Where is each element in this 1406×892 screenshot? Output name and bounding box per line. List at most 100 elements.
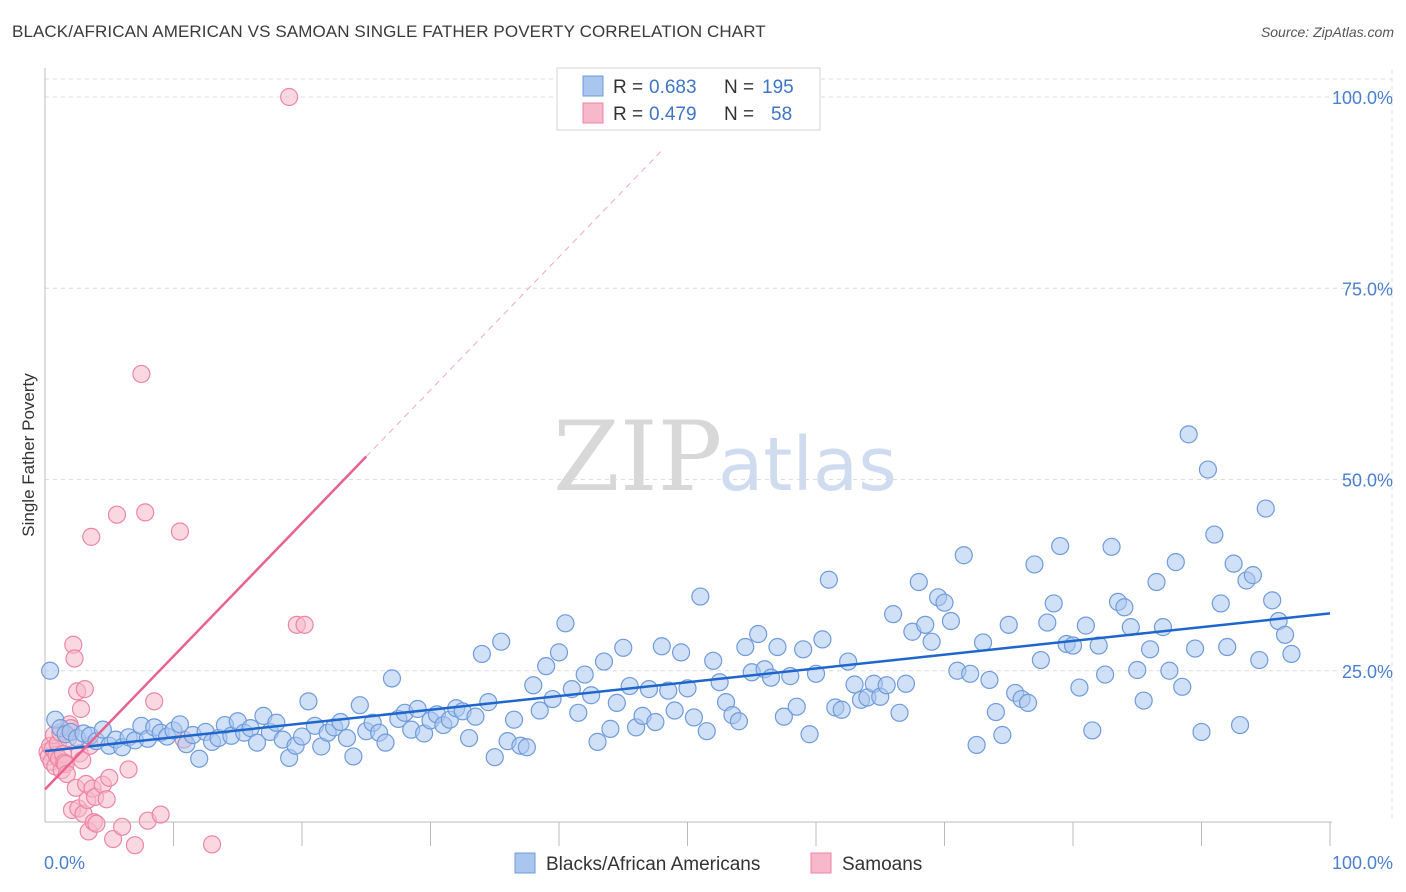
black-point	[543, 689, 562, 709]
legend-n-value-pink: 58	[771, 104, 792, 125]
black-point	[382, 669, 402, 688]
watermark-zip: ZIP	[553, 401, 722, 513]
black-point	[1140, 640, 1160, 659]
black-point	[1218, 637, 1237, 657]
black-point	[299, 692, 318, 711]
legend-n-label-pink: N =	[724, 104, 754, 125]
black-point	[710, 673, 729, 692]
black-point	[1160, 661, 1179, 680]
black-point	[575, 665, 594, 684]
bottom-legend-swatch-blue	[514, 852, 536, 874]
samoan-point	[71, 699, 91, 719]
black-point	[601, 719, 620, 738]
black-point	[569, 703, 588, 722]
bottom-legend-label-blue: Blacks/African Americans	[546, 854, 760, 875]
black-point	[671, 643, 691, 662]
black-point	[337, 728, 357, 748]
samoan-point	[132, 364, 151, 384]
black-point	[652, 637, 671, 656]
legend-r-label-blue: R =	[613, 77, 643, 98]
samoan-point	[65, 649, 84, 668]
black-point	[999, 615, 1018, 634]
black-point	[1031, 650, 1050, 670]
black-point	[768, 637, 787, 657]
black-point	[832, 700, 851, 719]
samoan-point	[280, 87, 299, 107]
black-point	[736, 637, 755, 657]
black-point	[877, 676, 896, 695]
black-point	[331, 712, 350, 732]
legend-n-label-blue: N =	[724, 77, 754, 98]
black-point	[524, 676, 543, 695]
black-point	[1211, 594, 1230, 613]
samoan-point	[151, 805, 170, 824]
legend-swatch-blue	[582, 75, 604, 97]
black-point	[1018, 693, 1038, 712]
black-point	[1044, 594, 1063, 613]
black-point	[729, 712, 749, 731]
black-point	[883, 605, 903, 624]
black-point	[684, 708, 704, 727]
black-point	[935, 593, 954, 612]
black-point	[794, 640, 813, 659]
samoan-point	[202, 835, 222, 854]
black-point	[922, 632, 941, 651]
black-point	[472, 644, 491, 664]
bottom-legend-swatch-pink	[810, 852, 832, 874]
legend-r-label-pink: R =	[613, 104, 643, 125]
black-point	[344, 747, 363, 766]
source-credit: Source: ZipAtlas.com	[1260, 24, 1394, 40]
y-tick-labels: 25.0% 50.0% 75.0% 100.0%	[1332, 88, 1393, 682]
black-point	[890, 703, 909, 722]
black-point	[941, 611, 961, 631]
legend-r-value-blue: 0.683	[649, 77, 697, 98]
black-point	[1250, 650, 1269, 670]
samoan-point	[145, 692, 164, 711]
black-point	[594, 652, 614, 671]
black-point	[774, 707, 793, 726]
trend-lines	[44, 150, 1331, 791]
black-point	[704, 651, 723, 670]
black-point	[1243, 566, 1263, 585]
bottom-legend-label-pink: Samoans	[842, 854, 922, 875]
black-point	[170, 715, 190, 734]
black-point	[1230, 715, 1250, 735]
black-point	[1198, 460, 1218, 479]
black-point	[292, 727, 312, 746]
samoan-point	[136, 503, 155, 522]
black-point	[466, 707, 485, 726]
black-point	[961, 664, 980, 683]
black-point	[614, 638, 633, 657]
samoan-point	[170, 522, 190, 541]
black-point	[1051, 536, 1070, 556]
y-tick-label: 25.0%	[1342, 662, 1393, 682]
black-point	[1224, 554, 1243, 573]
samoan-point	[295, 615, 314, 634]
black-point	[1173, 677, 1192, 696]
black-point	[973, 633, 993, 652]
legend: R = 0.683 N = 195 R = 0.479 N = 58	[556, 67, 821, 131]
black-point	[267, 713, 286, 732]
black-point	[530, 701, 549, 720]
black-point	[607, 693, 626, 712]
black-point	[537, 657, 556, 676]
black-point	[1083, 721, 1102, 740]
black-point	[1025, 555, 1044, 574]
black-point	[492, 632, 511, 651]
watermark: ZIP atlas	[553, 401, 897, 513]
black-point	[376, 733, 395, 752]
black-point	[639, 680, 659, 699]
black-point	[247, 733, 267, 752]
samoan-point	[100, 768, 119, 787]
black-point	[678, 679, 697, 698]
black-point	[582, 686, 601, 705]
black-point	[350, 696, 369, 715]
black-point	[1076, 616, 1095, 635]
black-point	[1128, 660, 1147, 680]
black-point	[896, 674, 916, 693]
black-point	[485, 748, 504, 767]
black-point	[517, 738, 536, 757]
samoan-points	[38, 87, 314, 855]
black-point	[909, 572, 928, 592]
